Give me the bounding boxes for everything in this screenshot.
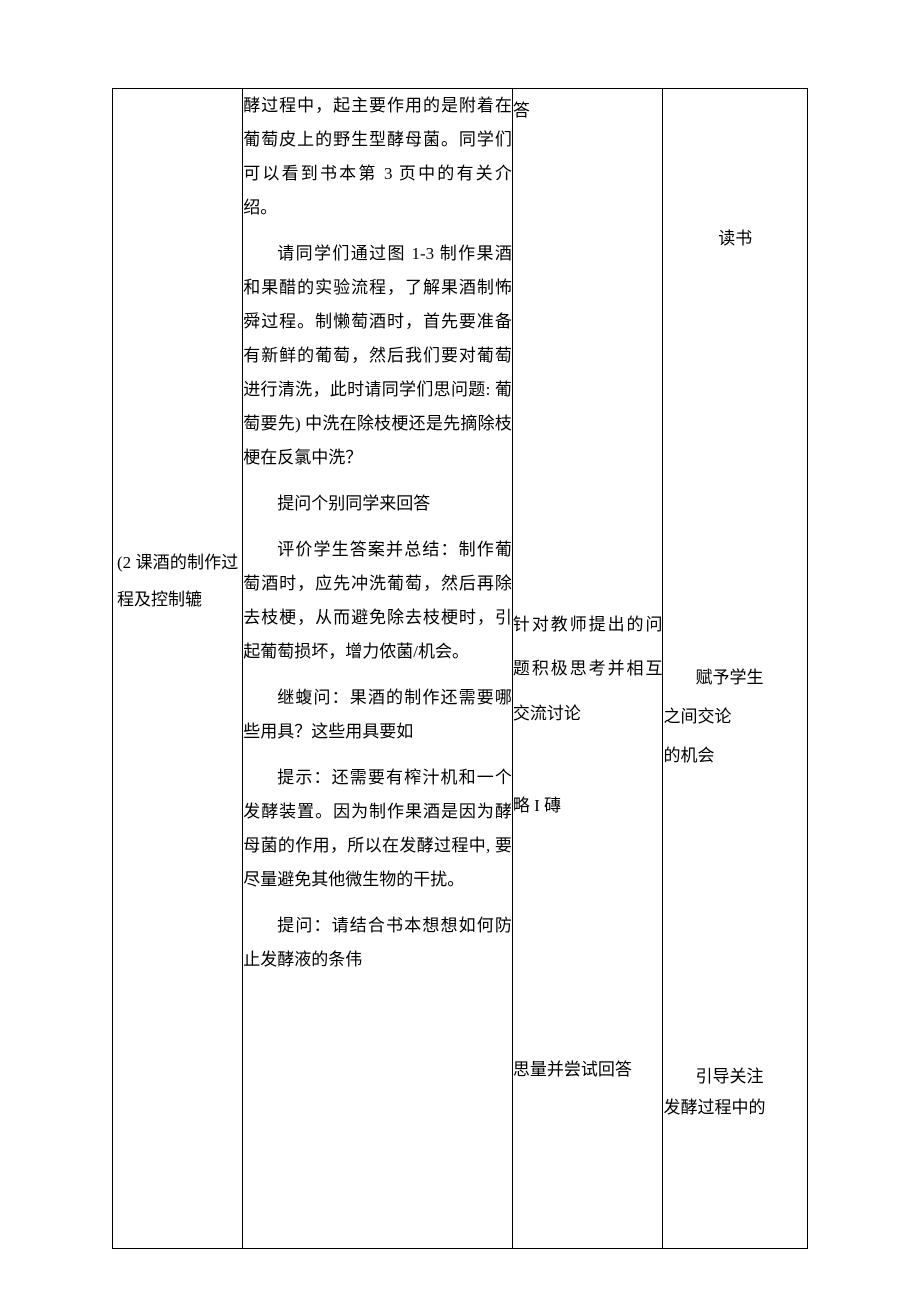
intent-text: 赋予学生 bbox=[695, 658, 807, 697]
intent-text: 读书 bbox=[663, 89, 807, 258]
paragraph: 提示：还需要有榨汁机和一个发酵装置。因为制作果酒是因为酵母菌的作用，所以在发酵过… bbox=[243, 761, 512, 897]
column-teacher-activity: 酵过程中，起主要作用的是附着在葡萄皮上的野生型酵母菌。同学们可以看到书本第 3 … bbox=[243, 89, 513, 1249]
paragraph: 请同学们通过图 1-3 制作果酒和果醋的实验流程，了解果酒制怖舜过程。制懒萄酒时… bbox=[243, 237, 512, 475]
student-response: 略 I 磚 bbox=[513, 736, 663, 828]
section-title: (2 课酒的制作过程及控制辘 bbox=[117, 544, 238, 619]
intent-text: 之间交论 bbox=[663, 697, 807, 736]
intent-text: 发酵过程中的 bbox=[663, 1096, 807, 1120]
column-section-heading: (2 课酒的制作过程及控制辘 bbox=[113, 89, 243, 1249]
four-column-table: (2 课酒的制作过程及控制辘 酵过程中，起主要作用的是附着在葡萄皮上的野生型酵母… bbox=[112, 88, 808, 1249]
student-response: 答 bbox=[513, 89, 663, 133]
intent-text: 的机会 bbox=[663, 736, 807, 775]
student-response: 针对教师提出的问题积极思考并相互交流讨论 bbox=[513, 133, 663, 736]
paragraph: 提问个别同学来回答 bbox=[243, 487, 512, 521]
column-design-intent: 读书 赋予学生 之间交论 的机会 引导关注 发酵过程中的 bbox=[663, 89, 808, 1249]
paragraph: 提问：请结合书本想想如何防止发酵液的条伟 bbox=[243, 909, 512, 977]
paragraph: 评价学生答案并总结：制作葡萄酒时，应先冲洗葡萄，然后再除去枝梗，从而避免除去枝梗… bbox=[243, 533, 512, 669]
student-response: 思量并尝试回答 bbox=[513, 828, 663, 1092]
intent-text: 引导关注 bbox=[695, 1057, 807, 1096]
paragraph: 继蝮问：果酒的制作还需要哪些用具？这些用具要如 bbox=[243, 681, 512, 749]
paragraph: 酵过程中，起主要作用的是附着在葡萄皮上的野生型酵母菌。同学们可以看到书本第 3 … bbox=[243, 89, 512, 225]
lesson-plan-table: (2 课酒的制作过程及控制辘 酵过程中，起主要作用的是附着在葡萄皮上的野生型酵母… bbox=[112, 88, 808, 1249]
column-student-activity: 答 针对教师提出的问题积极思考并相互交流讨论 略 I 磚 思量并尝试回答 bbox=[512, 89, 663, 1249]
table-row: (2 课酒的制作过程及控制辘 酵过程中，起主要作用的是附着在葡萄皮上的野生型酵母… bbox=[113, 89, 808, 1249]
